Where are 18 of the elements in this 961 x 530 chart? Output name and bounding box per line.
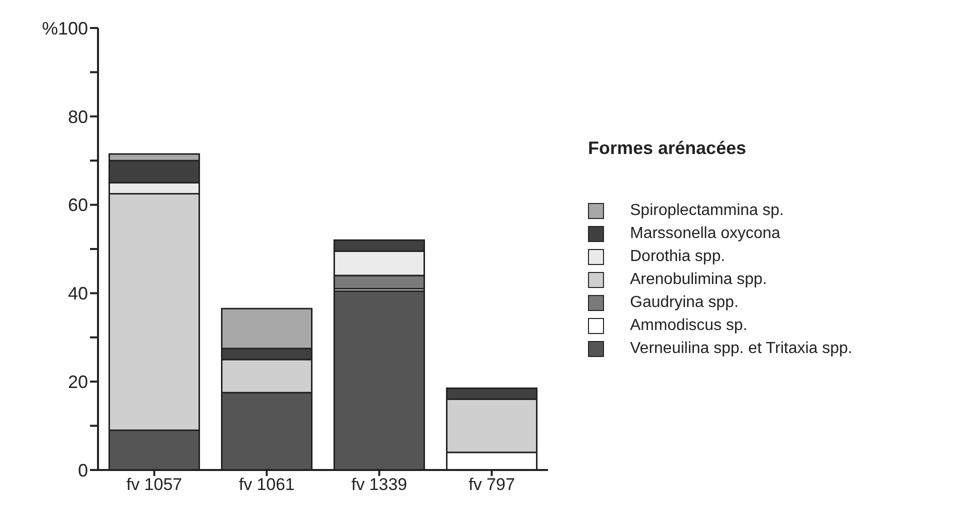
y-tick-label: 40 (68, 284, 88, 304)
x-tick-label: fv 1061 (238, 475, 295, 494)
y-tick-label: 20 (68, 372, 88, 392)
legend-label: Ammodiscus sp. (630, 316, 748, 334)
legend-label: Dorothia spp. (630, 248, 726, 266)
legend-label: Spiroplectammina sp. (630, 202, 784, 220)
y-tick-label: %100 (42, 18, 88, 38)
y-tick-label: 60 (68, 195, 88, 216)
y-tick-label: 80 (68, 106, 88, 127)
legend-label: Marssonella oxycona (630, 224, 780, 242)
legend-label: Verneuilina spp. et Tritaxia spp. (630, 340, 852, 358)
x-tick-label: fv 1339 (351, 475, 408, 494)
x-tick-label: fv 1057 (126, 475, 182, 494)
y-tick-label: 0 (78, 460, 88, 480)
legend-title: Formes arénacées (588, 138, 748, 159)
legend-label: Arenobulimina spp. (630, 270, 767, 288)
x-tick-label: fv 797 (468, 475, 515, 494)
legend-label: Gaudryina spp. (630, 294, 739, 312)
